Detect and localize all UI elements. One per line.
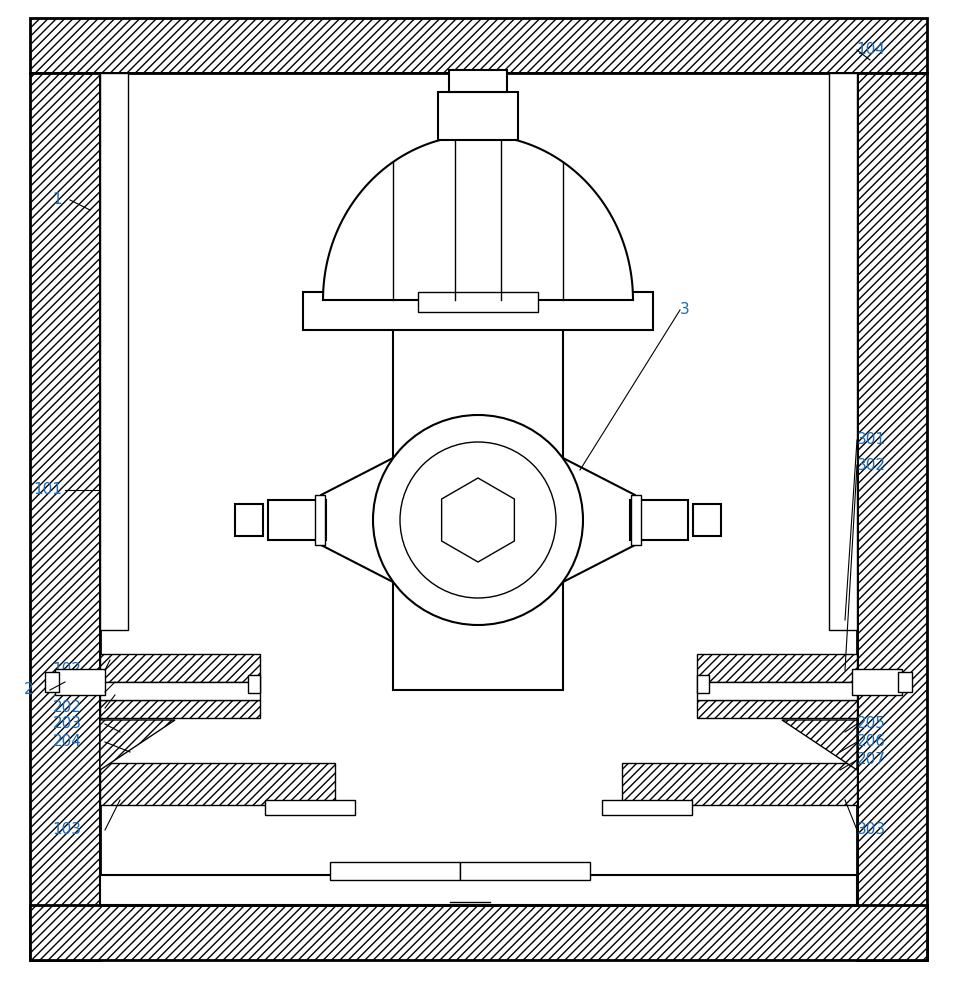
Text: 203: 203 xyxy=(53,716,81,732)
Bar xyxy=(330,862,460,880)
Bar xyxy=(30,73,100,960)
Text: 206: 206 xyxy=(857,734,885,750)
Bar xyxy=(45,672,59,692)
Bar xyxy=(449,70,507,92)
Bar xyxy=(622,763,857,805)
Bar xyxy=(697,682,857,700)
Text: 303: 303 xyxy=(857,822,885,838)
Polygon shape xyxy=(321,458,393,582)
Bar xyxy=(268,500,326,540)
Bar xyxy=(265,800,355,815)
Text: 2: 2 xyxy=(24,682,33,698)
Text: 205: 205 xyxy=(857,716,885,732)
Bar xyxy=(857,73,927,960)
Text: 201: 201 xyxy=(53,684,81,700)
Polygon shape xyxy=(441,478,514,562)
Bar xyxy=(235,504,263,536)
Bar xyxy=(438,92,518,140)
Bar xyxy=(630,500,688,540)
Bar xyxy=(100,875,857,905)
Bar xyxy=(100,73,128,630)
Bar xyxy=(898,672,912,692)
Text: 204: 204 xyxy=(53,734,81,750)
Bar xyxy=(602,800,692,815)
Text: 302: 302 xyxy=(857,458,885,473)
Bar xyxy=(418,292,538,312)
Bar xyxy=(248,675,260,693)
Bar xyxy=(829,73,857,630)
Bar xyxy=(852,669,902,695)
Bar xyxy=(100,763,335,805)
Bar xyxy=(30,18,927,73)
Bar xyxy=(697,654,857,682)
Bar xyxy=(631,495,641,545)
Text: 101: 101 xyxy=(33,483,62,497)
Text: 104: 104 xyxy=(857,42,885,57)
Polygon shape xyxy=(782,720,857,770)
Text: 103: 103 xyxy=(53,822,81,838)
Polygon shape xyxy=(563,458,635,582)
Bar xyxy=(460,862,590,880)
Bar xyxy=(100,654,260,682)
Bar xyxy=(315,495,325,545)
Bar xyxy=(100,682,260,700)
Bar xyxy=(30,905,927,960)
Text: 3: 3 xyxy=(679,302,689,318)
Circle shape xyxy=(373,415,583,625)
Bar xyxy=(693,504,721,536)
Text: 1: 1 xyxy=(53,192,62,208)
Bar xyxy=(303,292,653,330)
Polygon shape xyxy=(100,720,175,770)
Polygon shape xyxy=(323,135,633,300)
Text: 301: 301 xyxy=(857,432,885,448)
Bar xyxy=(100,700,260,718)
Text: 202: 202 xyxy=(53,700,81,716)
Bar xyxy=(697,675,709,693)
Bar xyxy=(100,73,857,905)
Bar xyxy=(55,669,105,695)
Bar xyxy=(697,700,857,718)
Text: 102: 102 xyxy=(53,662,81,678)
Bar xyxy=(393,300,563,690)
Text: 207: 207 xyxy=(857,752,885,768)
